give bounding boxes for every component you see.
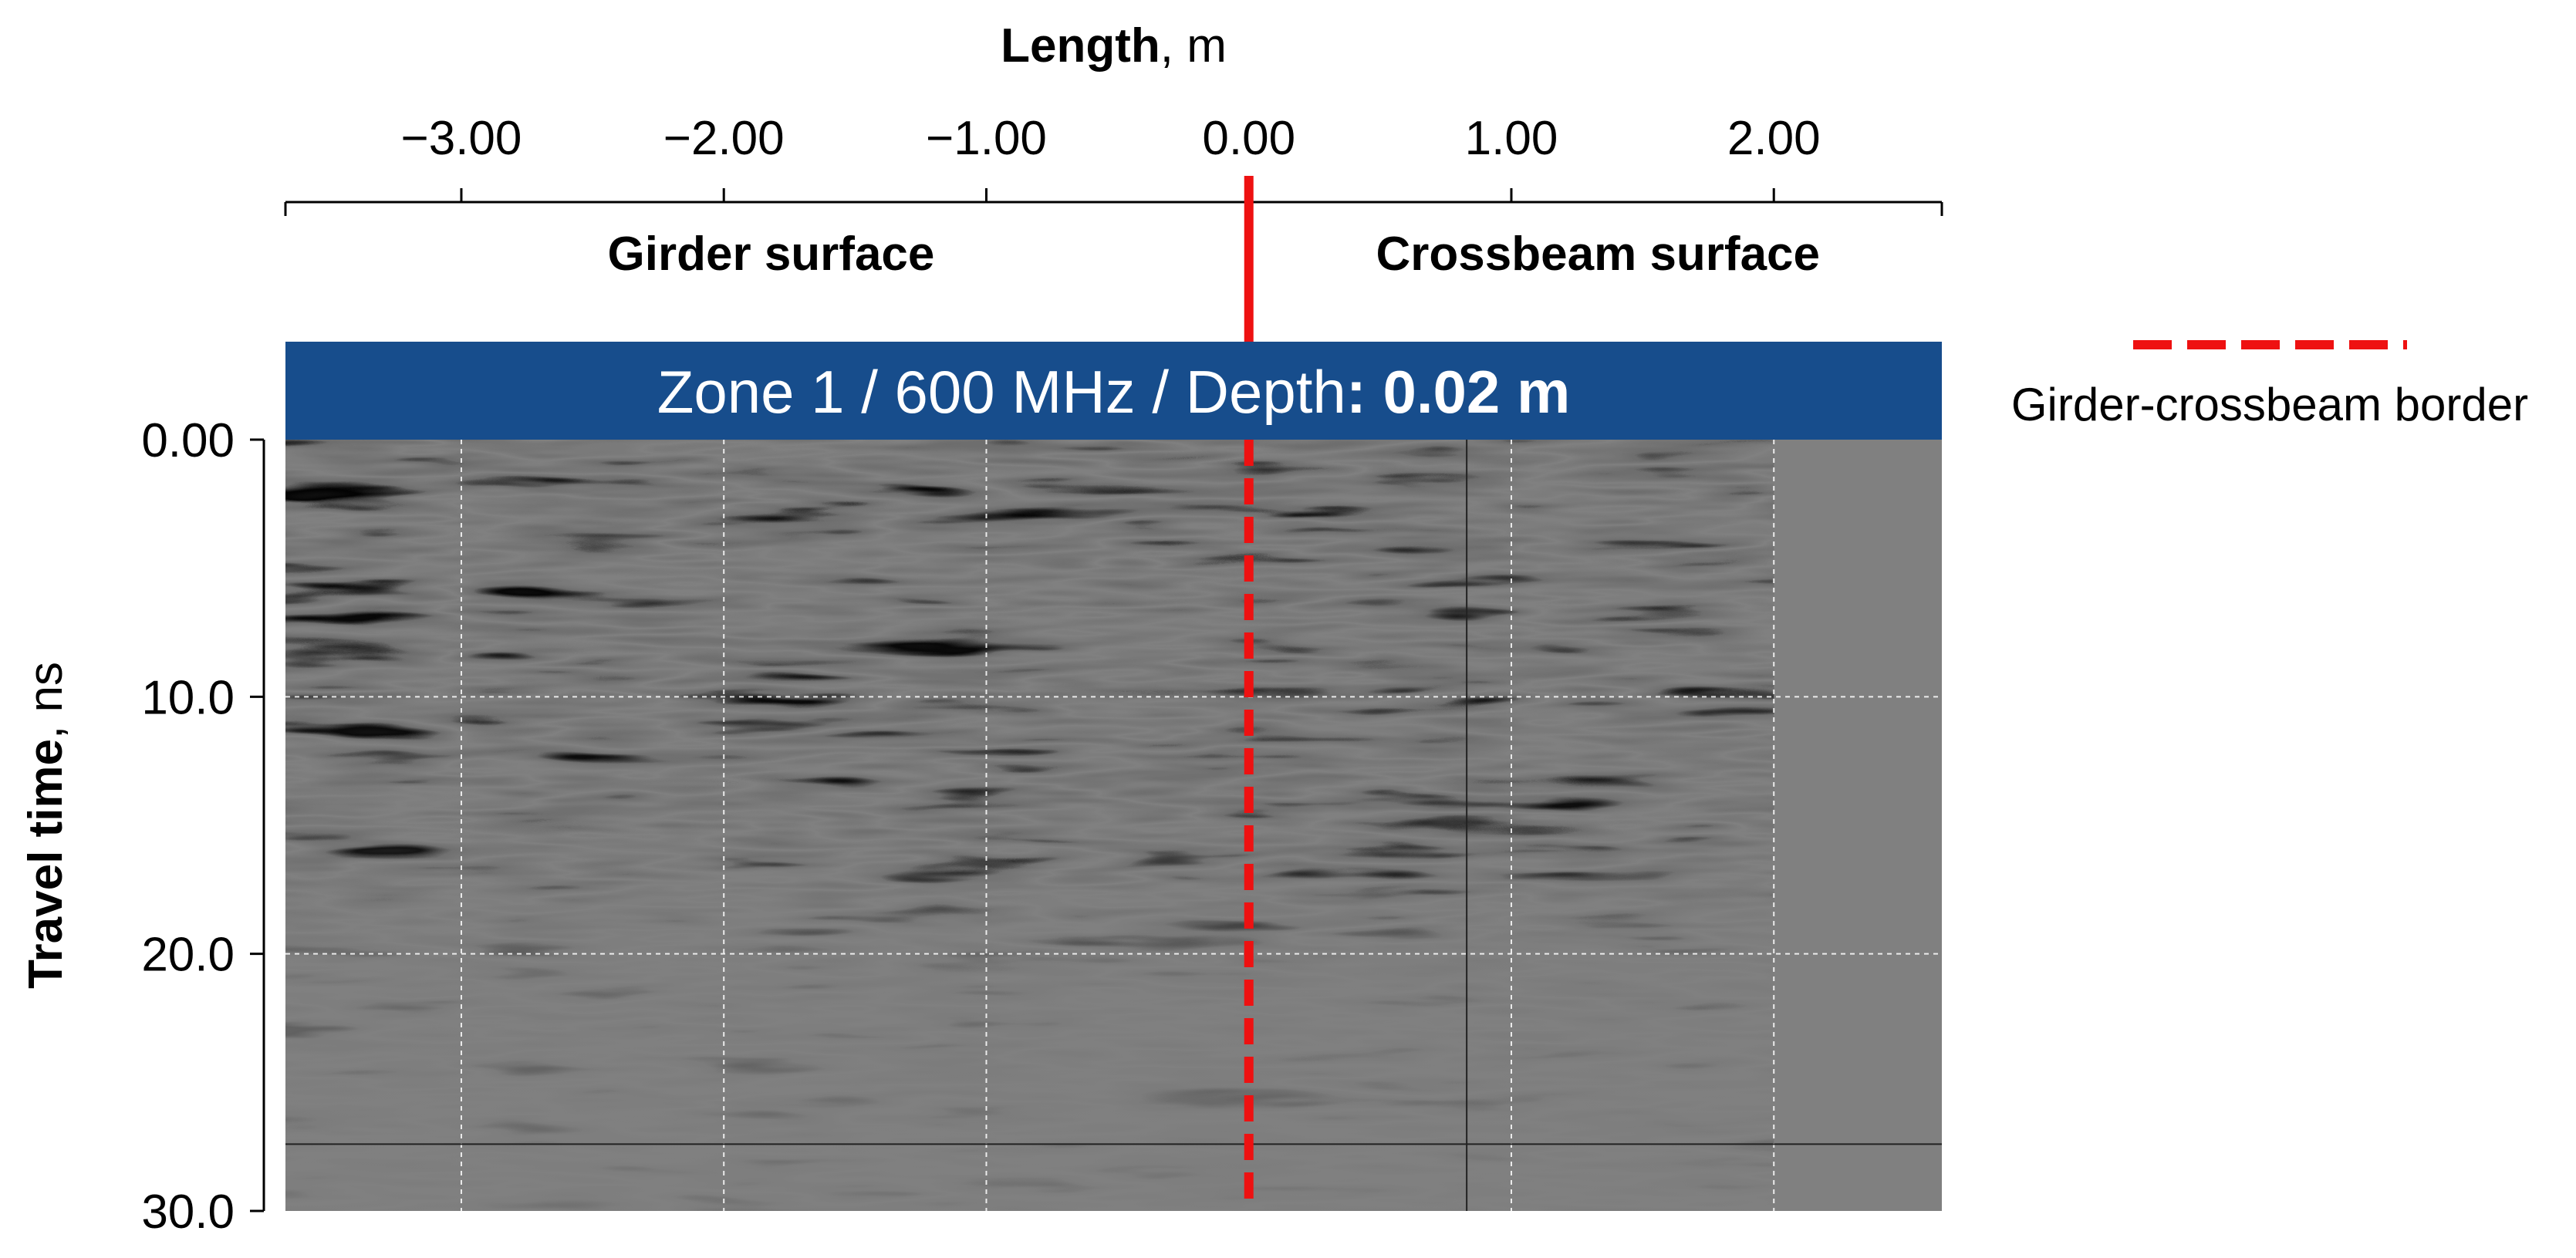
y-tick-label: 0.00 bbox=[141, 414, 235, 467]
y-tick-label: 10.0 bbox=[141, 671, 235, 724]
crossbeam-surface-label: Crossbeam surface bbox=[1376, 228, 1821, 281]
y-axis: 0.00 10.0 20.0 30.0 bbox=[141, 414, 265, 1239]
y-axis-title-unit: , ns bbox=[19, 662, 73, 739]
x-tick-label: −2.00 bbox=[663, 112, 785, 165]
y-axis-title: Travel time, ns bbox=[19, 662, 73, 989]
y-tick-label: 30.0 bbox=[141, 1185, 235, 1239]
x-tick-label: −1.00 bbox=[926, 112, 1047, 165]
title-banner bbox=[285, 342, 1942, 440]
radargram-deep-fade bbox=[285, 440, 1942, 1211]
title-depth-value: 0.02 m bbox=[1383, 358, 1570, 426]
radargram bbox=[285, 440, 1942, 1211]
legend-label: Girder-crossbeam border bbox=[2011, 379, 2528, 430]
chart-title: Zone 1 / 600 MHz / Depth: 0.02 m bbox=[657, 358, 1571, 426]
x-axis: −3.00 −2.00 −1.00 0.00 1.00 2.00 bbox=[284, 112, 1943, 216]
x-tick-label: 1.00 bbox=[1465, 112, 1558, 165]
x-axis-title-unit: , m bbox=[1160, 19, 1227, 73]
y-axis-title-bold: Travel time bbox=[19, 739, 73, 989]
y-tick-label: 20.0 bbox=[141, 929, 235, 982]
x-tick-label: −3.00 bbox=[401, 112, 522, 165]
no-data-region bbox=[1774, 440, 1942, 1211]
plot-area bbox=[285, 440, 1942, 1211]
legend: Girder-crossbeam border bbox=[2011, 340, 2528, 430]
x-axis-title: Length, m bbox=[1001, 19, 1227, 73]
x-tick-label: 2.00 bbox=[1727, 112, 1821, 165]
x-axis-title-bold: Length bbox=[1001, 19, 1160, 73]
girder-surface-label: Girder surface bbox=[608, 228, 935, 281]
title-prefix: Zone 1 / 600 MHz / Depth bbox=[657, 358, 1346, 426]
title-colon: : bbox=[1346, 358, 1383, 426]
grid-lines bbox=[285, 440, 1942, 1211]
x-tick-label: 0.00 bbox=[1202, 112, 1295, 165]
